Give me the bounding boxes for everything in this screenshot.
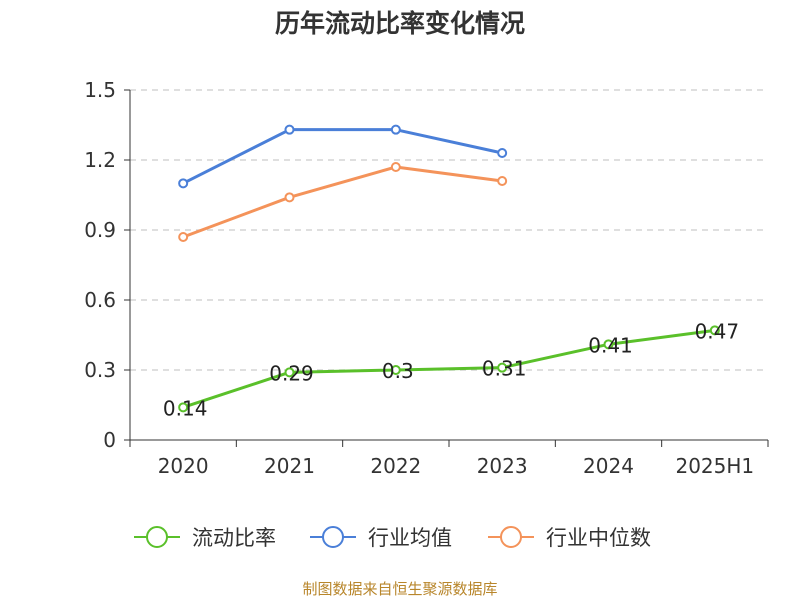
data-point: [178, 402, 189, 413]
series-line: [182, 165, 503, 239]
data-point: [497, 176, 508, 186]
legend-item[interactable]: 行业均值: [310, 526, 452, 550]
data-label: 0.3: [382, 359, 414, 383]
y-tick-label: 1.5: [84, 78, 116, 102]
data-point: [178, 232, 189, 242]
series-line: [182, 128, 503, 185]
data-label: 0.14: [163, 396, 208, 420]
data-label: 0.31: [482, 357, 527, 381]
legend-label: 行业均值: [368, 526, 452, 550]
data-point: [284, 367, 295, 378]
x-tick-label: 2025H1: [675, 454, 754, 478]
data-point: [284, 192, 295, 203]
data-point: [390, 124, 401, 135]
legend-item[interactable]: 流动比率: [134, 526, 276, 550]
legend-marker: [146, 526, 168, 548]
chart-title: 历年流动比率变化情况: [274, 9, 525, 38]
x-tick-label: 2021: [264, 454, 315, 478]
data-label: 0.29: [269, 361, 314, 385]
data-label: 0.47: [695, 319, 740, 343]
data-point: [497, 148, 508, 158]
legend-item[interactable]: 行业中位数: [488, 526, 651, 550]
legend-marker: [500, 526, 522, 548]
x-tick-label: 2024: [583, 454, 634, 478]
data-point: [497, 362, 508, 373]
data-label: 0.41: [588, 333, 633, 357]
data-point: [390, 365, 401, 375]
data-point: [390, 162, 401, 172]
y-tick-label: 0.9: [84, 218, 116, 242]
legend-marker: [322, 526, 344, 548]
series-line: [182, 328, 716, 409]
y-tick-label: 0.6: [84, 288, 116, 312]
legend-label: 行业中位数: [546, 526, 651, 550]
data-point: [284, 124, 295, 135]
legend-label: 流动比率: [192, 526, 276, 550]
data-point: [603, 339, 614, 350]
y-tick-label: 0: [103, 428, 116, 452]
data-point: [709, 325, 720, 336]
x-tick-label: 2023: [477, 454, 528, 478]
data-point: [178, 178, 189, 189]
source-note: 制图数据来自恒生聚源数据库: [302, 580, 498, 598]
y-tick-label: 1.2: [84, 148, 116, 172]
y-tick-label: 0.3: [84, 358, 116, 382]
x-tick-label: 2020: [158, 454, 209, 478]
x-tick-label: 2022: [370, 454, 421, 478]
